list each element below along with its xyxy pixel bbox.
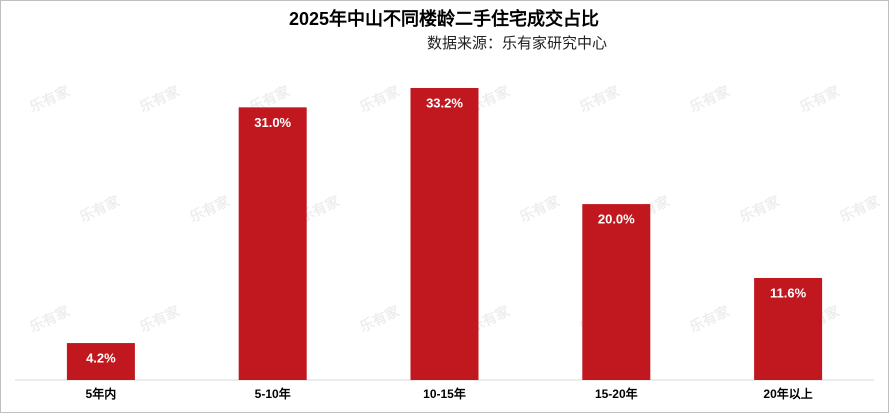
value-label: 31.0% xyxy=(254,115,291,130)
x-tick-label: 5-10年 xyxy=(255,386,291,401)
x-tick-label: 20年以上 xyxy=(763,386,812,401)
bar xyxy=(582,204,651,380)
bar xyxy=(66,343,135,380)
bar xyxy=(754,277,823,380)
value-label: 11.6% xyxy=(770,285,807,300)
value-label: 33.2% xyxy=(426,95,463,110)
chart-title: 2025年中山不同楼龄二手住宅成交占比 xyxy=(289,8,599,29)
chart-subtitle: 数据来源：乐有家研究中心 xyxy=(427,35,607,52)
value-label: 20.0% xyxy=(598,212,635,227)
bar xyxy=(238,107,307,380)
x-tick-label: 15-20年 xyxy=(595,386,638,401)
x-tick-label: 5年内 xyxy=(86,386,117,401)
bar xyxy=(410,88,479,380)
value-label: 4.2% xyxy=(86,350,116,365)
x-tick-label: 10-15年 xyxy=(423,386,466,401)
